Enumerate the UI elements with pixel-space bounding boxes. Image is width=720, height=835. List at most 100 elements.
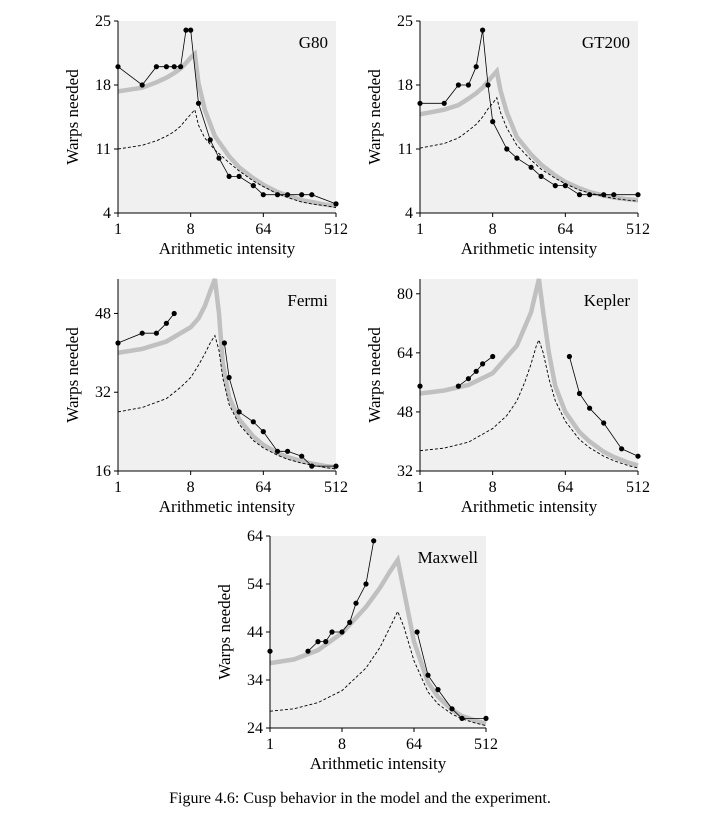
x-tick-label: 64 — [557, 479, 573, 496]
x-axis-label: Arithmetic intensity — [159, 239, 296, 258]
x-tick-label: 512 — [324, 479, 348, 496]
y-tick-label: 80 — [397, 286, 413, 303]
x-tick-label: 1 — [114, 221, 122, 238]
data-point — [473, 64, 479, 70]
data-point — [449, 706, 455, 712]
x-tick-label: 1 — [416, 221, 424, 238]
x-tick-label: 512 — [474, 736, 498, 753]
data-point — [236, 173, 242, 179]
y-tick-label: 4 — [103, 205, 111, 222]
data-point — [425, 672, 431, 678]
data-point — [528, 164, 534, 170]
data-point — [601, 192, 607, 198]
data-point — [552, 183, 558, 189]
data-point — [504, 146, 510, 152]
data-point — [371, 538, 377, 544]
data-point — [414, 629, 420, 635]
data-point — [163, 320, 169, 326]
x-tick-label: 64 — [557, 221, 573, 238]
data-point — [485, 82, 491, 88]
data-point — [480, 361, 486, 367]
x-axis-label: Arithmetic intensity — [461, 497, 598, 516]
experiment-line — [224, 342, 336, 467]
figure-caption: Figure 4.6: Cusp behavior in the model a… — [169, 790, 551, 807]
experiment-line — [416, 631, 486, 719]
x-tick-label: 8 — [489, 479, 497, 496]
data-point — [347, 619, 353, 626]
y-tick-label: 25 — [397, 13, 413, 30]
x-tick-label: 64 — [406, 736, 422, 753]
data-point — [299, 453, 305, 459]
y-tick-label: 24 — [247, 720, 263, 737]
y-tick-label: 18 — [95, 77, 111, 94]
model-curve-thick — [420, 66, 639, 203]
chart-maxwell: 24 34 44 54 64 1 8 64 512 Arithmetic intensity War… — [215, 528, 498, 773]
data-point — [309, 463, 315, 469]
y-tick-label: 32 — [95, 384, 111, 401]
y-tick-label: 18 — [397, 77, 413, 94]
x-tick-label: 1 — [114, 479, 122, 496]
chart-title: GT200 — [582, 33, 630, 52]
y-axis-label: Warps needed — [365, 327, 384, 423]
data-point — [153, 330, 159, 336]
data-point — [216, 155, 222, 161]
y-tick-label: 16 — [95, 463, 111, 480]
data-point — [465, 376, 471, 382]
data-point — [576, 192, 583, 198]
data-point — [250, 183, 256, 189]
y-tick-label: 64 — [247, 528, 263, 545]
data-point — [178, 64, 184, 70]
data-point — [576, 390, 583, 397]
data-point — [309, 192, 315, 198]
y-tick-label: 48 — [95, 305, 111, 322]
data-point — [619, 446, 625, 452]
data-point — [465, 82, 471, 88]
data-point — [455, 383, 461, 389]
y-tick-label: 4 — [405, 205, 413, 222]
model-curve-dashed — [420, 338, 639, 469]
plot-area — [420, 279, 638, 471]
data-point — [139, 330, 145, 336]
data-point — [226, 374, 232, 381]
chart-title: Fermi — [287, 291, 328, 310]
data-point — [274, 192, 281, 198]
data-point — [514, 155, 520, 161]
data-point — [587, 405, 593, 411]
data-point — [188, 27, 194, 33]
chart-title: Kepler — [584, 291, 631, 310]
data-point — [323, 639, 329, 645]
data-point — [333, 463, 339, 469]
x-tick-label: 8 — [187, 479, 195, 496]
x-tick-label: 1 — [416, 479, 424, 496]
data-point — [480, 27, 486, 33]
x-tick-label: 64 — [255, 221, 271, 238]
model-curve-dashed — [270, 610, 487, 727]
y-axis-label: Warps needed — [215, 584, 234, 680]
y-tick-label: 32 — [397, 463, 413, 480]
data-point — [285, 448, 291, 454]
data-point — [353, 600, 359, 606]
data-point — [490, 353, 496, 360]
x-tick-label: 8 — [187, 221, 195, 238]
data-point — [459, 715, 465, 722]
model-curve-thick — [420, 278, 639, 468]
data-point — [635, 453, 641, 459]
chart-kepler: 32 48 64 80 1 8 64 512 Arithmetic intensity Warps… — [365, 278, 650, 516]
data-point — [139, 82, 145, 88]
data-point — [226, 173, 232, 179]
x-axis-label: Arithmetic intensity — [461, 239, 598, 258]
data-point — [635, 192, 641, 198]
data-point — [562, 183, 568, 189]
data-point — [183, 27, 189, 33]
data-point — [363, 581, 369, 587]
data-point — [250, 419, 256, 425]
plot-area — [118, 21, 336, 213]
data-point — [339, 629, 345, 635]
chart-fermi: 16 32 48 1 8 64 512 Arithmetic intensity Warps n… — [63, 278, 348, 516]
y-tick-label: 11 — [398, 141, 413, 158]
data-point — [163, 64, 169, 70]
chart-title: G80 — [299, 33, 328, 52]
data-point — [285, 192, 291, 198]
